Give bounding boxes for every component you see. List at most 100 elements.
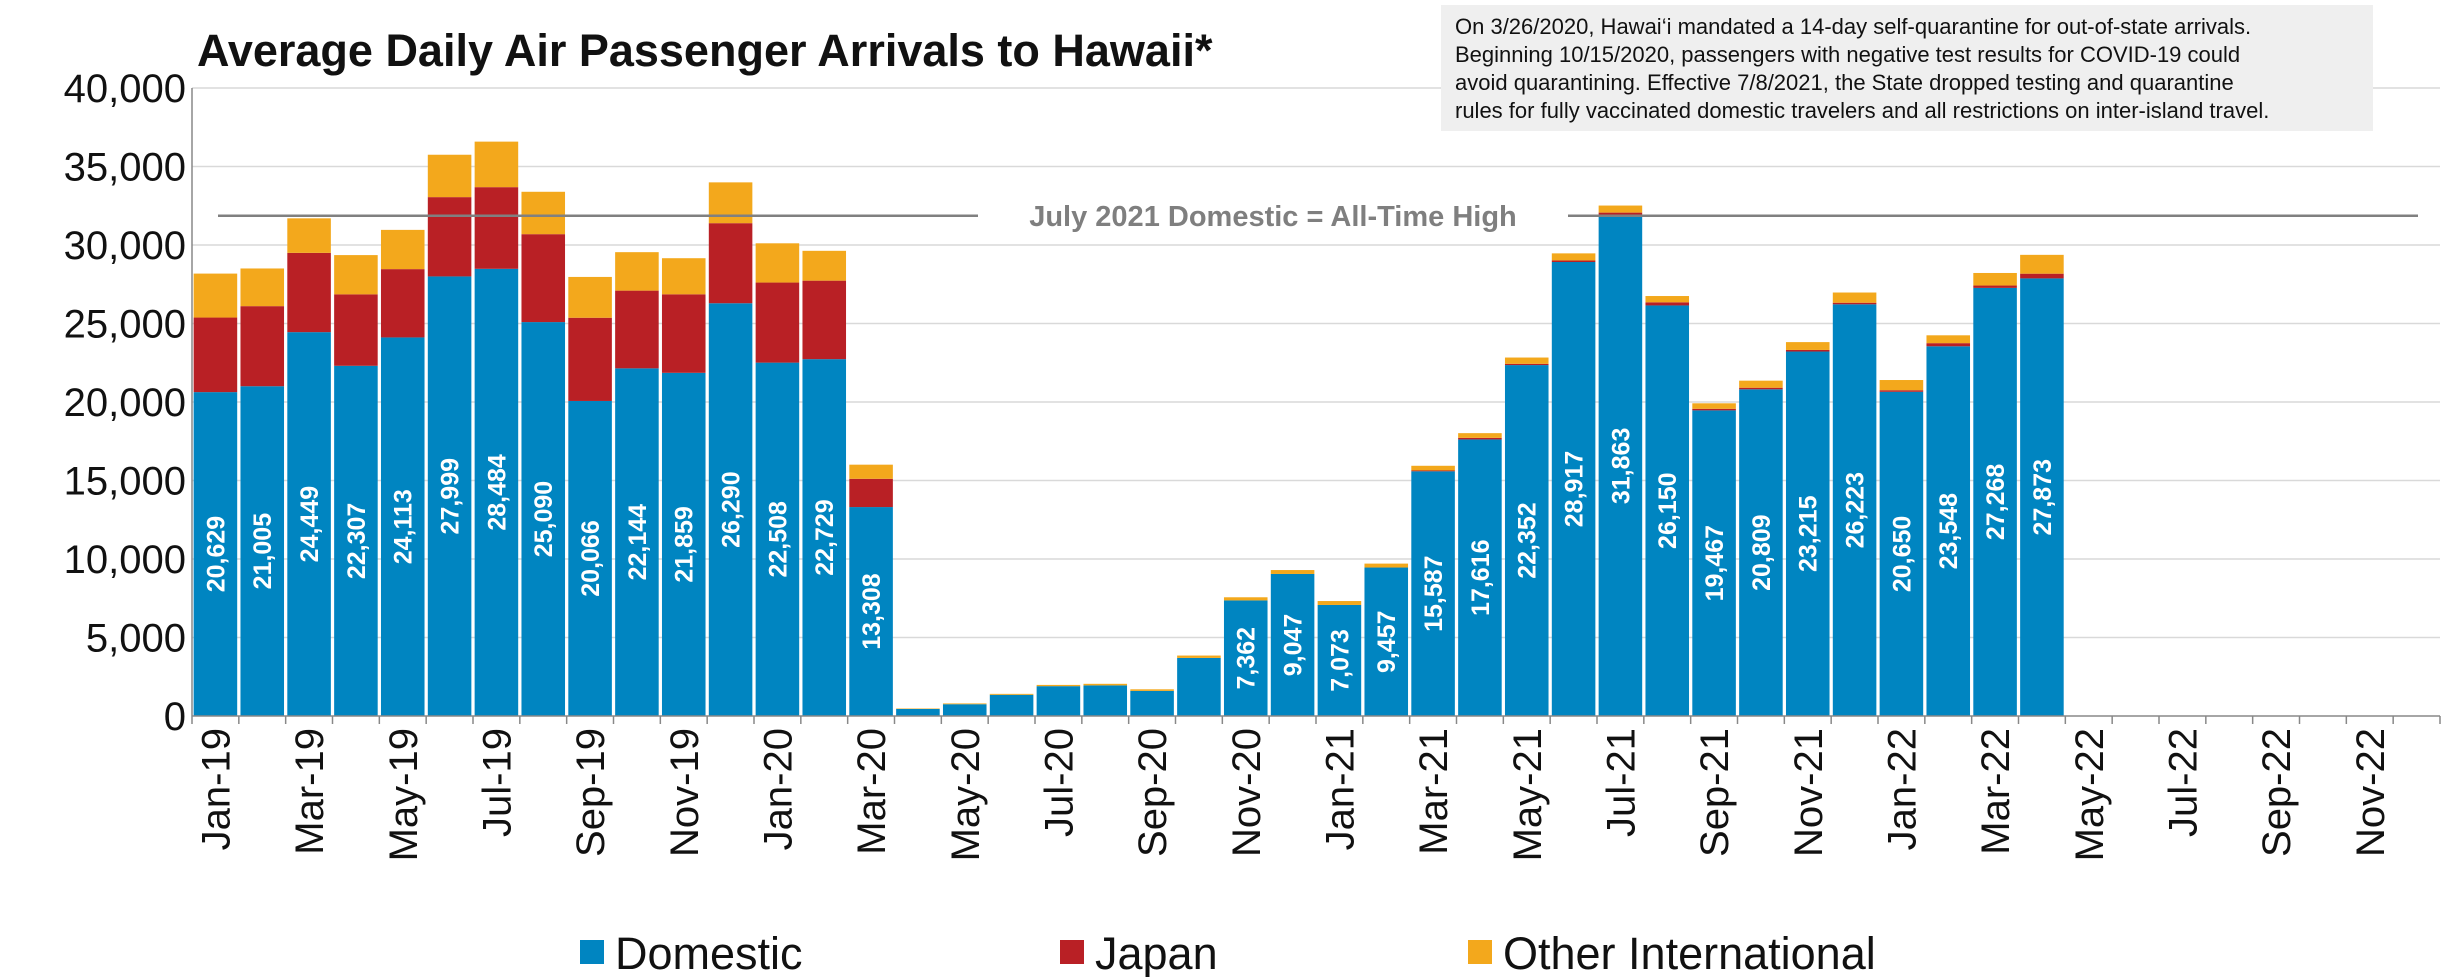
bar-domestic bbox=[1130, 690, 1174, 716]
x-tick-label: Nov-20 bbox=[1225, 728, 1269, 857]
bar-other-international bbox=[1598, 205, 1643, 213]
bar-japan bbox=[849, 478, 893, 508]
data-label: 22,144 bbox=[624, 504, 652, 581]
data-label: 27,999 bbox=[437, 458, 465, 534]
bar-japan bbox=[2020, 273, 2064, 279]
data-label: 20,650 bbox=[1888, 516, 1916, 592]
x-tick-label: Nov-21 bbox=[1787, 728, 1831, 857]
x-tick-label: Sep-19 bbox=[569, 728, 613, 857]
x-tick-label: May-21 bbox=[1506, 728, 1550, 861]
policy-note-box: On 3/26/2020, Hawai‘i mandated a 14-day … bbox=[1441, 5, 2373, 131]
bar-domestic bbox=[1270, 573, 1315, 716]
x-tick-label: Sep-20 bbox=[1131, 728, 1175, 857]
bar-japan bbox=[1926, 343, 1971, 347]
bar-japan bbox=[474, 187, 519, 269]
x-tick-label: Jul-19 bbox=[475, 728, 519, 837]
bar-other-international bbox=[708, 182, 753, 224]
x-tick-label: Jan-20 bbox=[756, 728, 800, 850]
bar-other-international bbox=[1504, 357, 1549, 364]
x-tick-label: Sep-21 bbox=[1693, 728, 1737, 857]
bar-domestic bbox=[1692, 410, 1736, 716]
y-tick-label: 35,000 bbox=[64, 146, 186, 190]
bar-japan bbox=[708, 223, 753, 304]
data-label: 19,467 bbox=[1701, 525, 1729, 601]
bar-other-international bbox=[380, 229, 425, 270]
bar-domestic bbox=[1223, 600, 1268, 716]
data-label: 28,484 bbox=[483, 454, 511, 531]
data-label: 26,223 bbox=[1842, 472, 1870, 548]
bar-japan bbox=[802, 280, 847, 360]
data-label: 22,729 bbox=[811, 499, 839, 575]
bar-other-international bbox=[1270, 570, 1315, 574]
bar-other-international bbox=[521, 191, 566, 235]
bar-japan bbox=[427, 197, 472, 277]
bar-domestic bbox=[568, 400, 612, 716]
bar-domestic bbox=[240, 386, 285, 716]
bar-japan bbox=[1598, 212, 1643, 216]
bar-japan bbox=[1692, 408, 1736, 411]
bar-other-international bbox=[1223, 597, 1268, 601]
bar-domestic bbox=[1083, 685, 1128, 716]
bar-other-international bbox=[1692, 403, 1736, 409]
legend: Domestic Japan Other International bbox=[580, 928, 1876, 977]
bar-other-international bbox=[1739, 380, 1783, 388]
data-label: 21,859 bbox=[671, 506, 699, 582]
bar-japan bbox=[380, 269, 425, 338]
data-label: 17,616 bbox=[1467, 539, 1495, 615]
bar-japan bbox=[240, 306, 285, 387]
bar-domestic bbox=[942, 704, 987, 716]
x-tick-label: Jul-21 bbox=[1599, 728, 1643, 837]
bar-other-international bbox=[1645, 296, 1690, 303]
data-label: 31,863 bbox=[1607, 428, 1635, 504]
data-label: 9,047 bbox=[1280, 614, 1308, 677]
bar-other-international bbox=[1458, 433, 1502, 438]
bar-other-international bbox=[240, 268, 285, 307]
data-label: 7,362 bbox=[1233, 627, 1261, 690]
bar-domestic bbox=[802, 359, 847, 716]
gridlines bbox=[192, 87, 2440, 639]
data-label: 26,150 bbox=[1654, 472, 1682, 548]
bar-other-international bbox=[427, 154, 472, 198]
bar-domestic bbox=[2020, 278, 2064, 716]
bar-japan bbox=[1411, 470, 1455, 472]
x-tick-label: May-20 bbox=[944, 728, 988, 861]
bar-other-international bbox=[1130, 689, 1174, 691]
bar-domestic bbox=[334, 365, 378, 716]
bar-other-international bbox=[1551, 253, 1596, 261]
bar-other-international bbox=[2020, 254, 2064, 274]
y-tick-label: 40,000 bbox=[64, 67, 186, 111]
bar-domestic bbox=[474, 268, 519, 716]
bar-domestic bbox=[661, 372, 706, 716]
data-label: 20,629 bbox=[202, 516, 230, 592]
bar-domestic bbox=[1551, 262, 1596, 716]
x-tick-label: Jan-22 bbox=[1880, 728, 1924, 850]
data-label: 22,508 bbox=[764, 501, 792, 578]
data-label: 20,809 bbox=[1748, 514, 1776, 590]
bar-domestic bbox=[615, 368, 659, 716]
bar-japan bbox=[1504, 363, 1549, 366]
data-labels: 20,629 21,005 24,449 22,307 24,113 27,999 28,4… bbox=[202, 428, 2056, 692]
bar-japan bbox=[287, 252, 331, 333]
x-tick-label: May-22 bbox=[2068, 728, 2112, 861]
bar-other-international bbox=[1364, 563, 1409, 568]
bar-japan bbox=[568, 317, 612, 401]
data-label: 13,308 bbox=[858, 573, 886, 650]
bar-other-international bbox=[1083, 683, 1128, 686]
legend-swatch-domestic bbox=[580, 940, 604, 964]
y-tick-label: 15,000 bbox=[64, 460, 186, 504]
bar-domestic bbox=[755, 362, 800, 716]
data-label: 22,352 bbox=[1514, 502, 1542, 578]
bar-other-international bbox=[755, 243, 800, 283]
bar-domestic bbox=[1973, 287, 2017, 716]
bar-other-international bbox=[1177, 655, 1221, 658]
data-label: 23,548 bbox=[1935, 493, 1963, 570]
chart-title: Average Daily Air Passenger Arrivals to … bbox=[197, 25, 1213, 76]
bar-japan bbox=[521, 234, 566, 323]
bar-domestic bbox=[1364, 567, 1409, 716]
bar-other-international bbox=[849, 464, 893, 479]
bar-domestic bbox=[1785, 351, 1830, 716]
bar-domestic bbox=[287, 332, 331, 716]
legend-swatch-other-international bbox=[1468, 940, 1492, 964]
bar-other-international bbox=[1832, 292, 1877, 303]
data-label: 15,587 bbox=[1420, 555, 1448, 631]
